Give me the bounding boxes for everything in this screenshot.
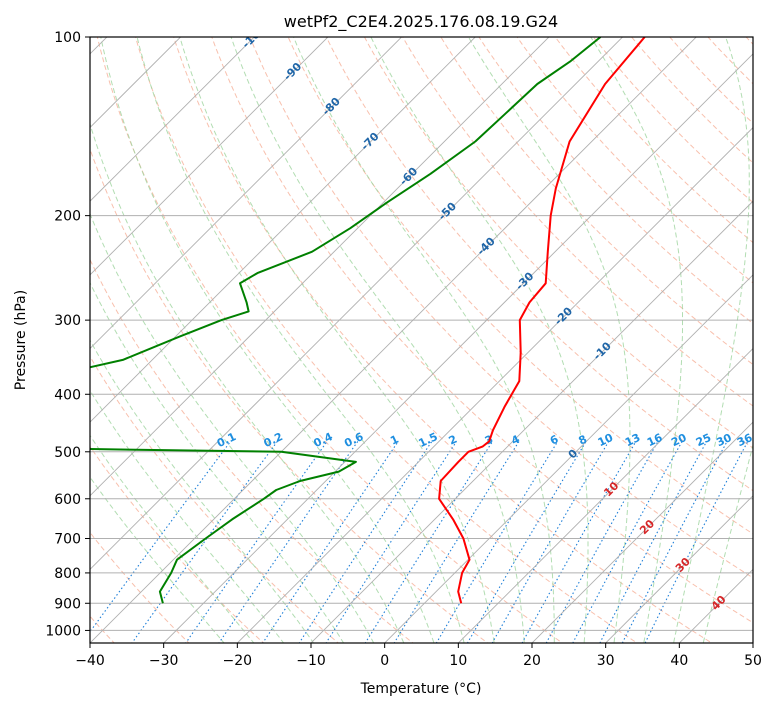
isotherm-line (384, 274, 753, 643)
moist-adiabat (590, 37, 683, 643)
mixing-ratio-line (435, 441, 559, 643)
x-axis-label: Temperature (°C) (360, 681, 482, 697)
x-tick-label: 0 (380, 653, 389, 669)
mixing-ratio-line (521, 441, 637, 643)
moist-adiabat (467, 37, 631, 643)
mixing-ratio-label: 13 (623, 431, 642, 449)
y-tick-label: 500 (54, 445, 81, 461)
mixing-ratio-label: 25 (694, 431, 713, 449)
moist-adiabat (90, 339, 315, 643)
dry-adiabat (90, 355, 339, 643)
mixing-ratio-label: 30 (714, 431, 734, 449)
mixing-ratio-label: 16 (645, 431, 665, 449)
moist-adiabat (292, 37, 555, 643)
isotherm-line (531, 421, 753, 643)
x-tick-label: −30 (149, 653, 179, 669)
y-tick-label: 900 (54, 596, 81, 612)
y-tick-label: 700 (54, 532, 81, 548)
dewpoint-profile (90, 37, 602, 604)
moist-adiabat (90, 389, 285, 643)
x-tick-label: 50 (744, 653, 762, 669)
y-tick-label: 300 (54, 313, 81, 329)
dry-adiabat (90, 258, 414, 643)
y-tick-label: 200 (54, 209, 81, 225)
moist-adiabat (702, 443, 753, 643)
moist-adiabat (230, 37, 525, 643)
moist-adiabat (136, 37, 465, 643)
x-tick-label: −10 (296, 653, 326, 669)
mixing-ratio-line (599, 441, 708, 643)
isotherm-line (310, 200, 753, 643)
isotherm-line (90, 37, 624, 571)
isotherm-line (90, 37, 329, 276)
moist-adiabat (90, 476, 225, 643)
y-tick-label: 600 (54, 492, 81, 508)
mixing-ratio-line (393, 441, 520, 643)
isotherm-line (457, 347, 753, 643)
plot-frame (89, 36, 754, 644)
plot-area (90, 37, 753, 643)
x-tick-label: −40 (75, 653, 105, 669)
dry-adiabat (325, 37, 753, 492)
x-tick-label: 40 (670, 653, 688, 669)
dry-adiabat (96, 37, 564, 643)
x-tick-label: 30 (597, 653, 615, 669)
dry-adiabat (249, 37, 753, 579)
moist-adiabat (90, 122, 405, 643)
mixing-ratio-label: 10 (596, 431, 616, 449)
x-tick-label: 20 (523, 653, 541, 669)
mixing-ratio-line (131, 440, 278, 643)
mixing-ratio-line (572, 441, 683, 643)
dry-adiabat (287, 37, 753, 535)
mixing-ratio-line (466, 441, 587, 643)
mixing-ratio-label: 20 (669, 431, 689, 449)
dry-adiabat (402, 37, 753, 407)
mixing-ratio-label: 36 (735, 431, 755, 449)
isotherm-line (90, 37, 476, 423)
dry-adiabat (135, 37, 638, 643)
dry-adiabat (90, 531, 190, 643)
x-tick-label: −20 (223, 653, 253, 669)
y-tick-label: 800 (54, 566, 81, 582)
isotherm-line (90, 37, 403, 350)
moist-adiabat (90, 434, 255, 643)
mixing-ratio-line (218, 440, 359, 643)
temperature-profile (438, 37, 646, 604)
y-tick-label: 400 (54, 387, 81, 403)
isotherm-line (90, 37, 255, 202)
y-tick-label: 1000 (45, 623, 81, 639)
moist-adiabat (370, 37, 589, 643)
isotherm-line (163, 53, 753, 643)
mixing-ratio-line (364, 441, 494, 643)
isotherm-line (605, 495, 753, 643)
y-axis-label: Pressure (hPa) (13, 290, 29, 390)
mixing-ratio-line (621, 441, 728, 643)
dry-adiabat (90, 147, 489, 643)
mixing-ratio-line (545, 441, 659, 643)
isotherm-line (90, 37, 697, 643)
dry-adiabat (211, 37, 753, 624)
moist-adiabat (90, 212, 375, 643)
y-tick-label: 100 (54, 30, 81, 46)
chart-title: wetPf2_C2E4.2025.176.08.19.G24 (284, 12, 558, 32)
moist-adiabat (100, 37, 435, 643)
isotherm-line (236, 126, 753, 643)
isotherm-line (90, 37, 550, 497)
x-tick-label: 10 (449, 653, 467, 669)
moist-adiabat (673, 37, 750, 643)
